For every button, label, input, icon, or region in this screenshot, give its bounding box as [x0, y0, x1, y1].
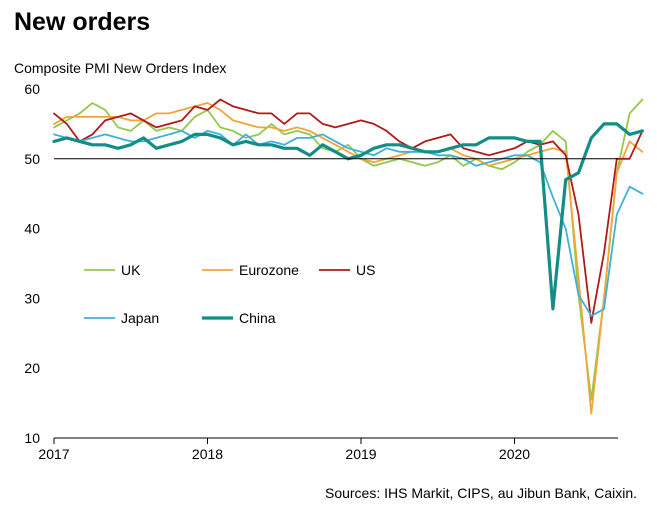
- axes: 10 20 30 40 50 60 2017 2018 2019 2020: [24, 81, 618, 462]
- series-line-eurozone: [53, 102, 644, 415]
- series-line-us: [53, 98, 644, 324]
- x-tick-label: 2019: [345, 446, 376, 462]
- y-tick-label: 20: [24, 360, 40, 376]
- y-tick-label: 40: [24, 221, 40, 237]
- y-tick-label: 50: [24, 151, 40, 167]
- y-tick-label: 30: [24, 290, 40, 306]
- chart-title: New orders: [14, 8, 151, 36]
- y-tick-label: 60: [24, 81, 40, 97]
- series-line-japan: [53, 129, 644, 317]
- x-tick-label: 2017: [38, 446, 69, 462]
- legend-label-us: US: [356, 262, 375, 278]
- legend: UK Eurozone US Japan China: [84, 262, 375, 326]
- y-axis-label: Composite PMI New Orders Index: [14, 60, 227, 76]
- legend-label-uk: UK: [121, 262, 141, 278]
- legend-label-eurozone: Eurozone: [239, 262, 299, 278]
- source-note: Sources: IHS Markit, CIPS, au Jibun Bank…: [324, 485, 637, 501]
- plot-area: [52, 98, 645, 415]
- legend-label-japan: Japan: [121, 310, 159, 326]
- x-tick-label: 2020: [499, 446, 530, 462]
- x-tick-label: 2018: [192, 446, 223, 462]
- legend-label-china: China: [239, 310, 276, 326]
- series-line-uk: [53, 98, 644, 401]
- y-tick-label: 10: [24, 430, 40, 446]
